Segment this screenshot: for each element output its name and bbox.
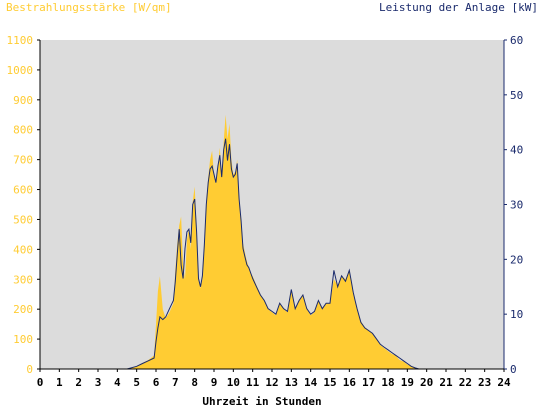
right-tick-label: 20 <box>510 253 523 266</box>
x-tick-label: 10 <box>227 376 240 389</box>
x-tick-label: 1 <box>56 376 63 389</box>
x-tick-label: 20 <box>420 376 433 389</box>
right-tick-label: 40 <box>510 144 523 157</box>
left-tick-label: 1000 <box>7 64 34 77</box>
right-tick-label: 10 <box>510 308 523 321</box>
x-tick-label: 17 <box>362 376 375 389</box>
left-tick-label: 0 <box>26 363 33 376</box>
left-tick-label: 500 <box>13 213 33 226</box>
left-axis-ticks: 0 100 200 300 400 500 600 700 800 900 1000 1100 <box>7 34 40 376</box>
x-tick-label: 18 <box>381 376 394 389</box>
right-tick-label: 30 <box>510 199 523 212</box>
x-tick-label: 16 <box>343 376 357 389</box>
x-axis-title: Uhrzeit in Stunden <box>202 395 321 408</box>
x-tick-label: 19 <box>401 376 414 389</box>
left-tick-label: 1100 <box>7 34 34 47</box>
left-tick-label: 800 <box>13 124 33 137</box>
left-tick-label: 900 <box>13 94 33 107</box>
left-tick-label: 600 <box>13 184 33 197</box>
x-tick-label: 22 <box>459 376 472 389</box>
right-tick-label: 60 <box>510 34 523 47</box>
x-tick-label: 6 <box>153 376 160 389</box>
x-tick-label: 0 <box>37 376 44 389</box>
irradiance-area <box>40 114 504 369</box>
x-tick-label: 23 <box>478 376 491 389</box>
right-tick-label: 0 <box>510 363 517 376</box>
left-tick-label: 100 <box>13 333 33 346</box>
left-tick-label: 700 <box>13 154 33 167</box>
x-tick-label: 12 <box>265 376 278 389</box>
right-tick-label: 50 <box>510 89 523 102</box>
x-tick-label: 7 <box>172 376 179 389</box>
x-tick-label: 8 <box>191 376 198 389</box>
power-line <box>40 138 504 370</box>
left-tick-label: 300 <box>13 273 33 286</box>
x-tick-label: 11 <box>246 376 260 389</box>
series-layer <box>40 114 504 370</box>
left-tick-label: 400 <box>13 243 33 256</box>
x-tick-label: 21 <box>439 376 453 389</box>
x-axis-ticks: 0 1 2 3 4 5 6 7 8 9 10 11 12 13 14 15 16 17 18 19 20 21 22 23 24 <box>37 369 511 389</box>
left-axis-title: Bestrahlungsstärke [W/qm] <box>6 1 172 14</box>
left-tick-label: 200 <box>13 303 33 316</box>
x-tick-label: 14 <box>304 376 318 389</box>
x-tick-label: 3 <box>95 376 102 389</box>
right-axis-title: Leistung der Anlage [kW] <box>379 1 538 14</box>
x-tick-label: 4 <box>114 376 121 389</box>
x-tick-label: 13 <box>285 376 298 389</box>
right-axis-ticks: 0 10 20 30 40 50 60 <box>504 34 523 376</box>
x-tick-label: 5 <box>133 376 140 389</box>
x-tick-label: 2 <box>75 376 82 389</box>
x-tick-label: 9 <box>211 376 218 389</box>
x-tick-label: 15 <box>323 376 336 389</box>
x-tick-label: 24 <box>497 376 511 389</box>
